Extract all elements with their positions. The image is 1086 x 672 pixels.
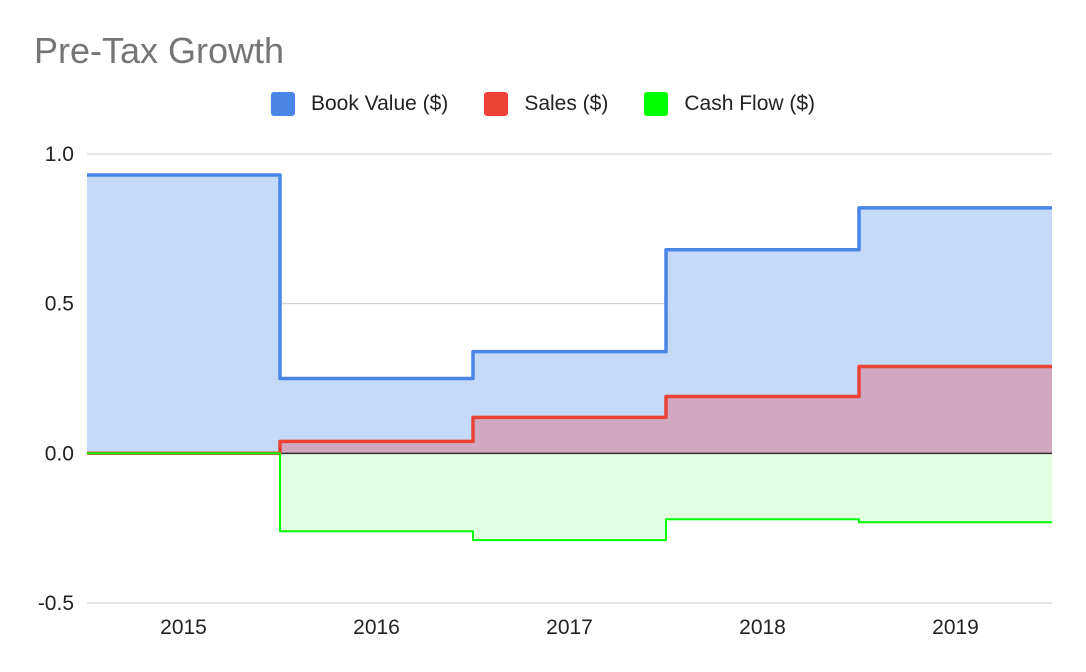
legend-swatch-book-value — [270, 92, 295, 116]
series-area-2 — [87, 453, 1052, 541]
legend-item-cash-flow[interactable]: Cash Flow ($) — [644, 92, 815, 116]
series-area-0 — [87, 175, 1052, 454]
legend-item-sales[interactable]: Sales ($) — [484, 92, 608, 116]
series-line-2 — [87, 452, 1052, 542]
legend-label-book-value: Book Value ($) — [310, 92, 449, 115]
series-line-0 — [87, 173, 1052, 381]
legend-swatch-sales — [484, 92, 509, 116]
legend-swatch-cash-flow — [644, 92, 669, 116]
legend-item-book-value[interactable]: Book Value ($) — [270, 92, 449, 116]
y-tick-label: 0.0 — [45, 442, 74, 465]
series-area-1 — [87, 366, 1052, 454]
legend: Book Value ($) Sales ($) Cash Flow ($) — [0, 92, 1086, 116]
y-tick-label: 0.5 — [45, 293, 74, 316]
chart-title: Pre-Tax Growth — [34, 30, 285, 71]
x-tick-label: 2016 — [353, 616, 400, 639]
legend-label-sales: Sales ($) — [524, 92, 609, 115]
x-tick-label: 2018 — [739, 616, 786, 639]
legend-label-cash-flow: Cash Flow ($) — [684, 92, 816, 115]
x-tick-label: 2017 — [546, 616, 593, 639]
y-tick-label: 1.0 — [45, 143, 74, 166]
series-line-1 — [87, 364, 1052, 456]
y-tick-label: -0.5 — [38, 592, 74, 615]
x-tick-label: 2015 — [160, 616, 207, 639]
x-tick-label: 2019 — [932, 616, 979, 639]
